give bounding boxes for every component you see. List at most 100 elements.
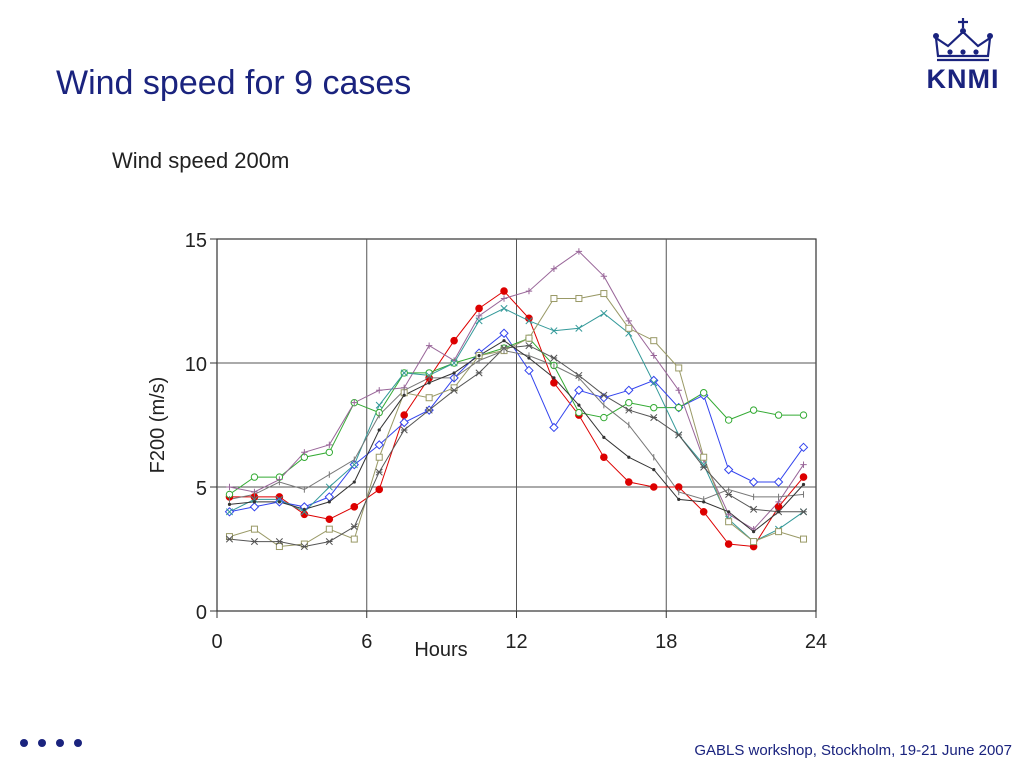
data-point [376, 387, 383, 394]
data-point [502, 339, 506, 343]
data-point [400, 411, 408, 419]
x-tick-label: 0 [211, 631, 222, 653]
data-point [475, 312, 483, 320]
data-point [527, 356, 531, 360]
data-point [699, 508, 708, 516]
data-point [475, 317, 483, 325]
data-point [650, 379, 658, 387]
data-point [725, 518, 733, 526]
data-point [475, 369, 483, 377]
data-point [450, 386, 458, 394]
data-point [450, 359, 458, 367]
data-point [723, 464, 734, 475]
data-point [350, 503, 359, 511]
y-tick-label: 10 [185, 354, 207, 376]
data-point [425, 342, 433, 349]
data-point [300, 508, 308, 516]
data-point [325, 483, 333, 491]
data-point [600, 453, 608, 462]
data-point [500, 304, 508, 312]
footer-text: GABLS workshop, Stockholm, 19-21 June 20… [694, 742, 1012, 759]
series-line-8 [229, 350, 804, 500]
data-point [377, 428, 381, 432]
data-point [350, 535, 358, 543]
data-point [552, 376, 556, 380]
data-point [499, 328, 509, 338]
data-point [700, 453, 708, 461]
data-point [748, 477, 759, 487]
series-line-6 [229, 293, 804, 548]
data-point [749, 406, 758, 414]
data-point [325, 448, 334, 456]
data-point [277, 500, 281, 504]
data-point [773, 477, 784, 487]
data-point [399, 417, 409, 428]
data-point [550, 379, 558, 387]
data-point [477, 353, 481, 358]
series-line-3 [229, 337, 804, 495]
data-point [252, 500, 257, 504]
data-point [250, 538, 258, 546]
data-point [600, 309, 608, 317]
data-point [301, 449, 308, 456]
data-point [250, 525, 258, 533]
data-point [702, 500, 706, 504]
data-point [452, 371, 456, 375]
series-line-7 [229, 345, 804, 548]
data-point [375, 453, 383, 461]
series-line-9 [229, 340, 804, 533]
y-tick-label: 15 [185, 230, 207, 252]
data-point [625, 324, 633, 332]
knmi-logo: KNMI [918, 16, 1008, 96]
data-point [677, 497, 681, 501]
data-point [574, 385, 584, 395]
data-point [652, 468, 656, 472]
data-point [327, 500, 331, 504]
data-point [326, 441, 333, 449]
data-point [425, 394, 433, 402]
data-point [524, 365, 534, 376]
data-point [750, 538, 758, 546]
data-point [374, 440, 384, 450]
data-point [600, 273, 608, 280]
slide-title: Wind speed for 9 cases [56, 64, 412, 102]
data-point [776, 510, 781, 514]
data-point [475, 304, 483, 313]
data-point [450, 336, 458, 345]
data-point [625, 406, 633, 414]
data-point [675, 364, 683, 372]
data-point [627, 455, 631, 459]
data-point [400, 369, 408, 377]
data-point [799, 473, 808, 481]
data-point [525, 342, 533, 350]
data-point [575, 295, 583, 303]
data-point [575, 248, 583, 255]
data-point [500, 287, 508, 295]
data-point [325, 525, 333, 533]
data-point [225, 508, 234, 516]
data-point [577, 403, 581, 407]
data-point [650, 414, 658, 422]
data-point [525, 334, 533, 342]
data-point [549, 422, 559, 433]
data-point [300, 542, 308, 551]
data-point [649, 375, 659, 386]
x-tick-label: 18 [655, 631, 677, 653]
data-point [275, 538, 283, 546]
data-point [226, 483, 233, 491]
data-point [375, 468, 383, 476]
data-point [351, 399, 358, 406]
data-point [625, 398, 633, 407]
data-point [302, 507, 306, 511]
data-point [500, 295, 508, 302]
data-point [700, 463, 708, 471]
chart-title: Wind speed 200m [112, 148, 289, 173]
data-point [275, 543, 283, 551]
x-tick-label: 6 [361, 631, 372, 653]
series-line-1 [229, 290, 804, 548]
data-point [525, 287, 533, 295]
data-point [427, 381, 431, 385]
data-point [550, 295, 558, 303]
data-point [699, 389, 708, 397]
